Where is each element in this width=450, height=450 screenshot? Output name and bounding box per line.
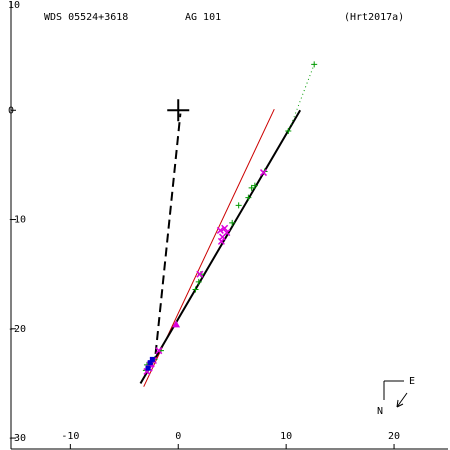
y-tick-label: -30 — [8, 433, 26, 444]
compass-north-label: N — [377, 406, 383, 417]
cross-data-point — [155, 347, 163, 355]
primary-star-marker — [167, 99, 190, 122]
cross-data-point — [217, 237, 225, 245]
plus-data-point — [285, 128, 292, 135]
plus-data-point — [229, 219, 236, 226]
plus-data-point — [248, 184, 255, 191]
reference-code: (Hrt2017a) — [344, 12, 404, 23]
y-tick-label: 0 — [8, 105, 14, 116]
motion-arrowhead — [396, 399, 404, 408]
plus-data-point — [235, 202, 242, 209]
square-data-point — [149, 356, 155, 362]
plus-data-point — [195, 278, 202, 285]
y-tick-label: -20 — [8, 324, 26, 335]
x-tick-label: 20 — [388, 431, 400, 442]
y-tick-label: -10 — [8, 215, 26, 226]
x-tick-label: 10 — [280, 431, 292, 442]
wds-identifier: WDS 05524+3618 — [44, 12, 128, 23]
periastron-dashed-line — [154, 113, 182, 355]
orbit-line — [139, 109, 302, 384]
cross-data-point — [196, 270, 204, 278]
discoverer-designation: AG 101 — [185, 12, 221, 23]
dotted-extension-line — [287, 64, 315, 133]
plus-data-point — [251, 182, 258, 189]
square-data-point — [145, 365, 151, 371]
plus-data-point — [245, 194, 252, 201]
x-tick-label: 0 — [175, 431, 181, 442]
plus-data-point — [192, 286, 199, 293]
motion-arrow — [396, 392, 408, 408]
cross-data-point — [216, 226, 224, 234]
plus-data-point — [311, 61, 318, 68]
cross-data-point — [221, 224, 229, 232]
square-data-point — [147, 360, 153, 366]
y-top-edge-label: 10 — [8, 0, 20, 11]
cross-data-point — [259, 169, 268, 177]
x-tick-label: -10 — [61, 431, 79, 442]
triangle-data-point — [172, 320, 181, 328]
compass-east-label: E — [409, 376, 415, 387]
